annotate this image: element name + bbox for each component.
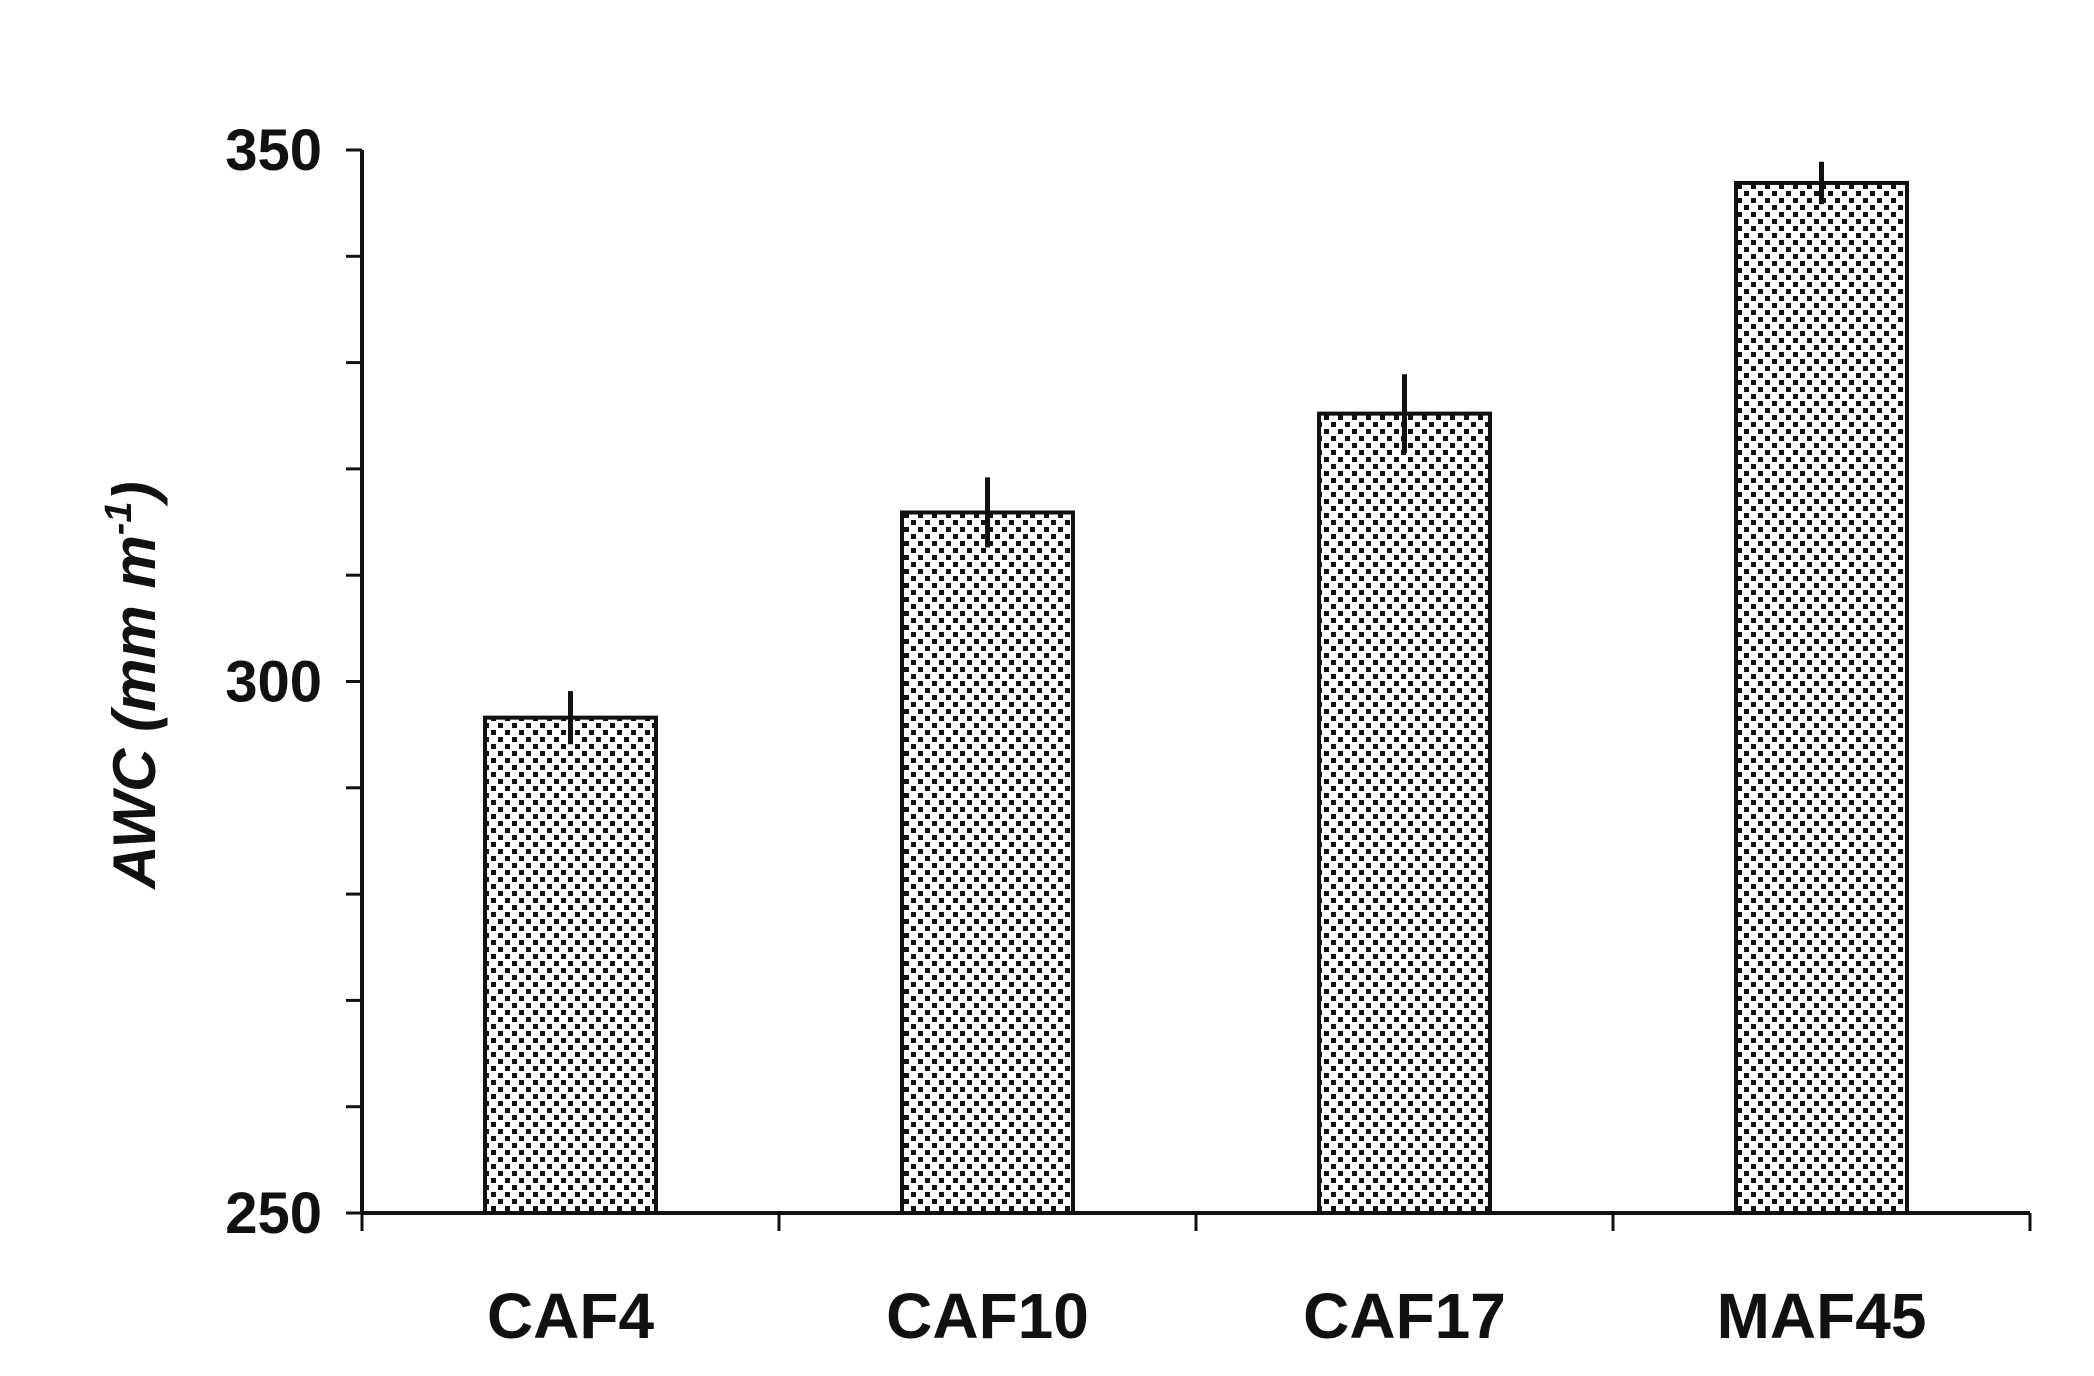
- bar: [1734, 180, 1909, 1215]
- bar: [900, 510, 1075, 1215]
- y-axis-title: AWC (mm m-1): [98, 481, 168, 890]
- x-category-labels: CAF4 CAF10 CAF17 MAF45: [487, 1280, 1926, 1352]
- bars: [483, 180, 1909, 1216]
- error-bars: [568, 161, 1824, 745]
- x-category-label: CAF10: [886, 1280, 1089, 1352]
- bar: [1317, 411, 1492, 1215]
- y-tick-label: 250: [225, 1181, 322, 1246]
- y-tick-label: 350: [225, 118, 322, 183]
- x-category-label: CAF4: [487, 1280, 655, 1352]
- bar: [483, 715, 658, 1216]
- x-category-label: CAF17: [1303, 1280, 1506, 1352]
- y-tick-labels: 250 300 350: [225, 118, 322, 1246]
- y-tick-label: 300: [225, 650, 322, 715]
- x-category-label: MAF45: [1717, 1280, 1927, 1352]
